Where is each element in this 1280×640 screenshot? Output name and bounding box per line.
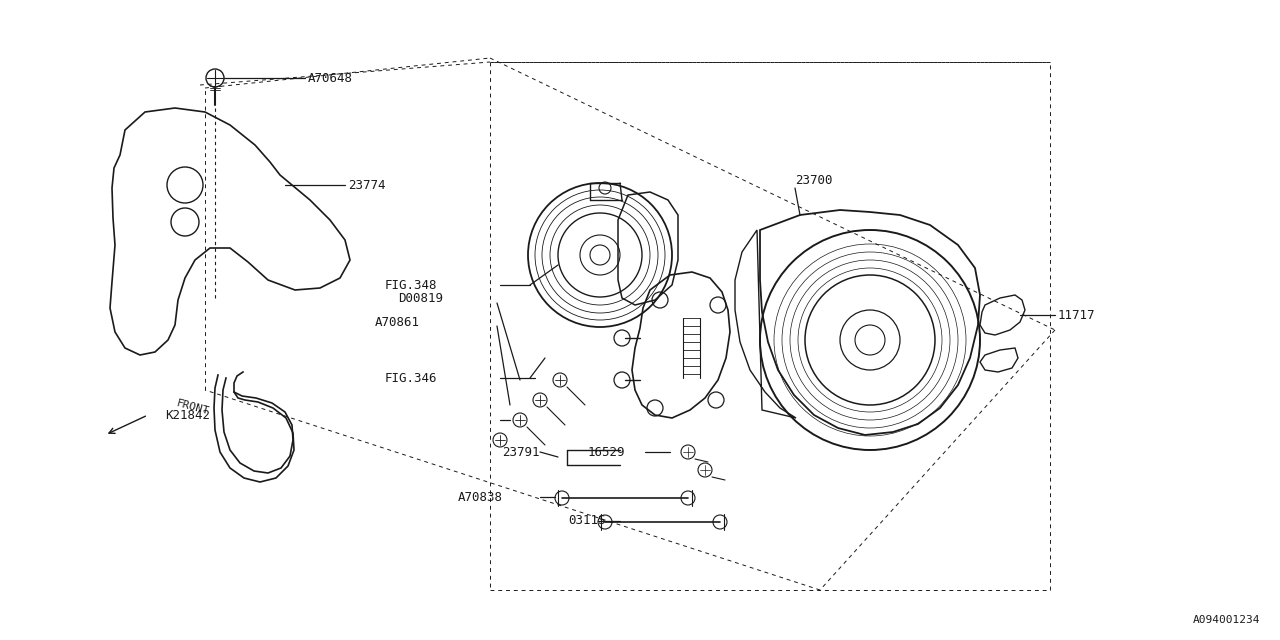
- Text: K21842: K21842: [165, 408, 210, 422]
- Text: FIG.348: FIG.348: [385, 278, 438, 291]
- Text: A70648: A70648: [308, 72, 353, 84]
- Text: 11717: 11717: [1059, 308, 1096, 321]
- Text: A70838: A70838: [458, 490, 503, 504]
- Text: 23774: 23774: [348, 179, 385, 191]
- Text: 0311S: 0311S: [568, 515, 605, 527]
- Text: FRONT: FRONT: [175, 398, 210, 417]
- Text: A70861: A70861: [375, 316, 420, 328]
- Text: FIG.346: FIG.346: [385, 371, 438, 385]
- Text: A094001234: A094001234: [1193, 615, 1260, 625]
- Text: 23791: 23791: [502, 445, 539, 458]
- Text: D00819: D00819: [398, 291, 443, 305]
- Text: 16529: 16529: [588, 445, 626, 458]
- Text: 23700: 23700: [795, 173, 832, 186]
